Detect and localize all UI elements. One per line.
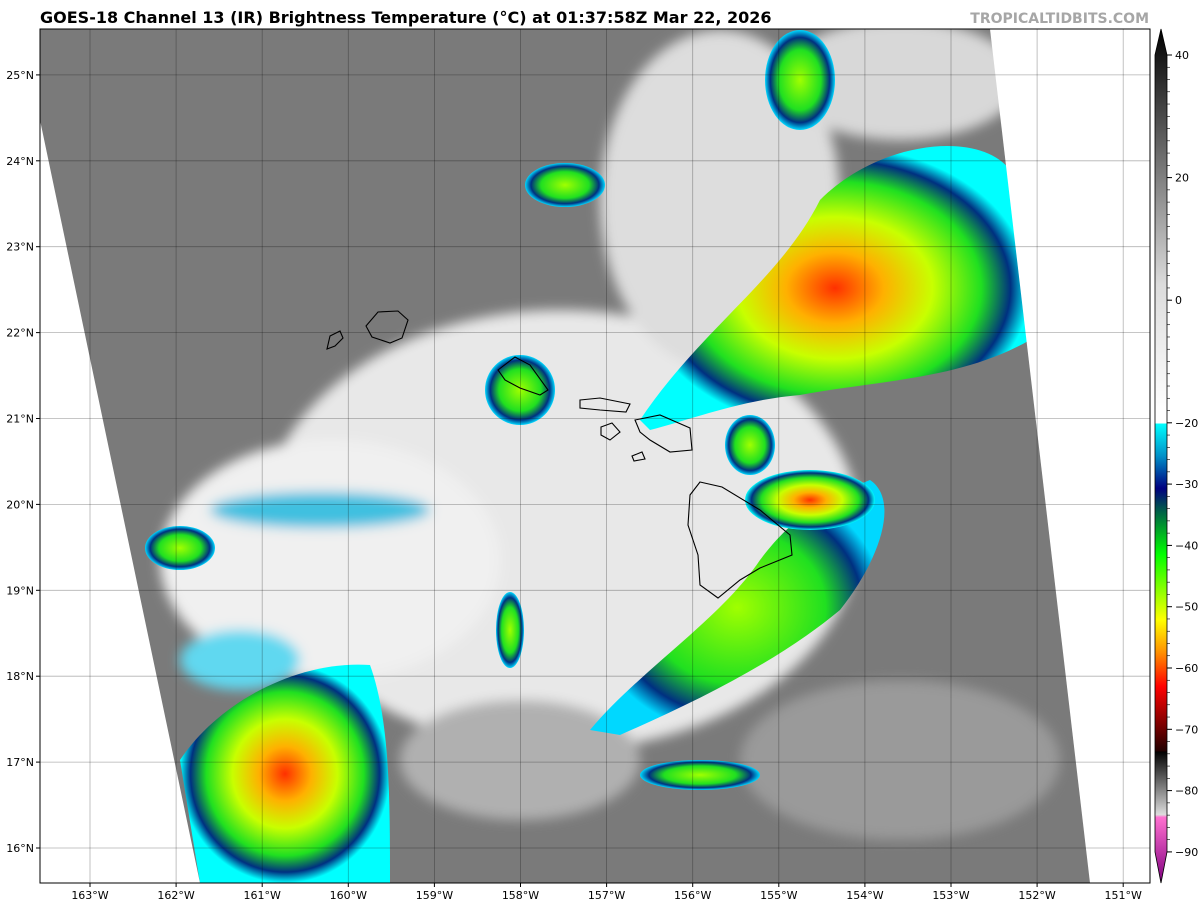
lon-tick-label: 151°W xyxy=(1105,889,1142,902)
lat-tick-label: 20°N xyxy=(6,498,34,511)
colorbar-scale xyxy=(1154,28,1168,884)
lon-tick-label: 158°W xyxy=(502,889,539,902)
colorbar: 40 20 0 −20 −30 −40 −50 −60 −70 −80 −90 xyxy=(1154,28,1198,884)
map-frame xyxy=(39,28,1151,884)
island-niihau xyxy=(326,330,344,350)
island-hawaii xyxy=(687,481,793,599)
lon-tick-label: 152°W xyxy=(1018,889,1055,902)
lon-tick-label: 162°W xyxy=(157,889,194,902)
island-molokai xyxy=(579,397,631,413)
swath-edge-right xyxy=(990,29,1150,883)
lat-tick-label: 21°N xyxy=(6,413,34,426)
map-title: GOES-18 Channel 13 (IR) Brightness Tempe… xyxy=(40,8,772,27)
lat-tick-label: 16°N xyxy=(6,842,34,855)
convective-clouds xyxy=(145,30,1030,883)
coastlines xyxy=(326,310,793,599)
island-oahu xyxy=(497,356,549,396)
graticule xyxy=(40,29,1150,883)
island-kahoolawe xyxy=(631,451,646,462)
island-maui xyxy=(634,414,693,453)
lon-tick-label: 157°W xyxy=(588,889,625,902)
watermark: TROPICALTIDBITS.COM xyxy=(970,11,1149,27)
colorbar-tick-label: −80 xyxy=(1175,785,1198,798)
colorbar-tick-label: −20 xyxy=(1175,417,1198,430)
island-kauai xyxy=(365,310,409,344)
colorbar-tick-label: 20 xyxy=(1175,172,1189,185)
longitude-axis: 163°W 162°W 161°W 160°W 159°W 158°W 157°W 156°W… xyxy=(71,883,1142,902)
colorbar-tick-label: −90 xyxy=(1175,846,1198,859)
lat-tick-label: 22°N xyxy=(6,327,34,340)
lon-tick-label: 156°W xyxy=(674,889,711,902)
lon-tick-label: 153°W xyxy=(932,889,969,902)
lon-tick-label: 155°W xyxy=(760,889,797,902)
lon-tick-label: 154°W xyxy=(846,889,883,902)
colorbar-tick-label: −30 xyxy=(1175,478,1198,491)
lon-tick-label: 159°W xyxy=(416,889,453,902)
latitude-axis: 16°N 17°N 18°N 19°N 20°N 21°N 22°N 23°N 24°N 25°N xyxy=(6,69,40,855)
colorbar-tick-label: 40 xyxy=(1175,49,1189,62)
lon-tick-label: 161°W xyxy=(244,889,281,902)
colorbar-ticks: 40 20 0 −20 −30 −40 −50 −60 −70 −80 −90 xyxy=(1167,49,1198,859)
swath-edge-left xyxy=(40,29,200,883)
imagery xyxy=(40,29,1150,883)
lat-tick-label: 24°N xyxy=(6,155,34,168)
colorbar-tick-label: −60 xyxy=(1175,662,1198,675)
lat-tick-label: 18°N xyxy=(6,670,34,683)
lat-tick-label: 17°N xyxy=(6,756,34,769)
island-lanai xyxy=(600,422,621,441)
lat-tick-label: 23°N xyxy=(6,241,34,254)
colorbar-tick-label: 0 xyxy=(1175,294,1182,307)
lon-tick-label: 163°W xyxy=(71,889,108,902)
lon-tick-label: 160°W xyxy=(330,889,367,902)
colorbar-tick-label: −70 xyxy=(1175,723,1198,736)
colorbar-tick-label: −40 xyxy=(1175,539,1198,552)
lat-tick-label: 25°N xyxy=(6,69,34,82)
lat-tick-label: 19°N xyxy=(6,584,34,597)
colorbar-tick-label: −50 xyxy=(1175,601,1198,614)
